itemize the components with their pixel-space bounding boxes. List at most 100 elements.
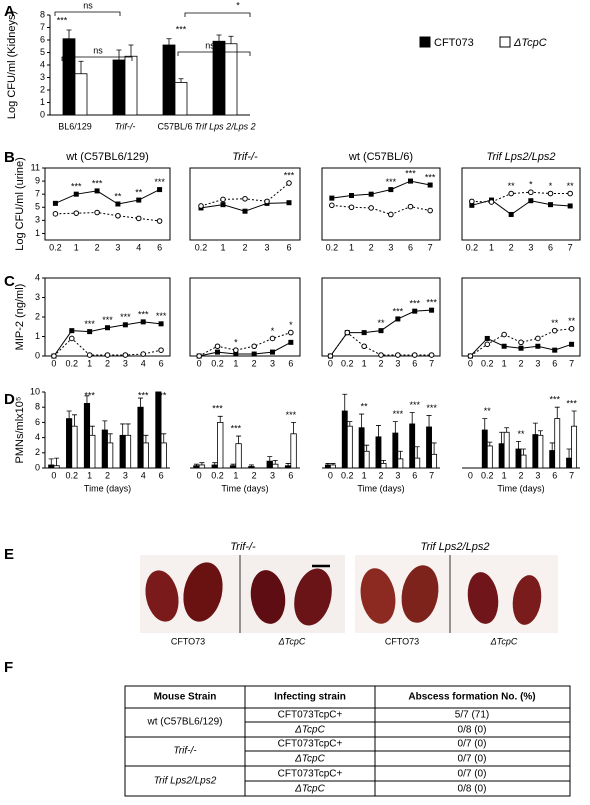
annotation: ns xyxy=(93,45,103,55)
x-tick-label: 0 xyxy=(328,358,333,368)
y-tick-label: 6 xyxy=(40,34,45,44)
significance: *** xyxy=(156,390,167,400)
x-tick-label: 4 xyxy=(141,358,146,368)
bar xyxy=(330,464,336,469)
y-tick-label: 0 xyxy=(35,350,40,360)
x-tick-label: 3 xyxy=(535,358,540,368)
significance: *** xyxy=(120,312,131,322)
marker xyxy=(73,210,80,216)
bar xyxy=(160,442,167,469)
error-bar xyxy=(566,448,572,459)
x-tick-label: 1 xyxy=(74,242,79,252)
bar xyxy=(414,457,421,469)
marker xyxy=(220,196,226,203)
marker xyxy=(156,218,163,224)
significance: ** xyxy=(135,187,143,197)
marker xyxy=(408,178,413,184)
y-tick-label: 4 xyxy=(35,272,40,282)
error-bar xyxy=(381,460,387,464)
bar xyxy=(481,429,488,469)
error-bar xyxy=(84,395,90,404)
panel-label: A xyxy=(4,3,15,20)
kidney xyxy=(183,562,223,622)
marker xyxy=(264,198,270,205)
table-cell: ΔTcpC xyxy=(294,725,325,736)
x-axis-label: Time (days) xyxy=(84,483,131,493)
significance: *** xyxy=(409,400,420,410)
significance: *** xyxy=(566,398,577,408)
x-tick-label: 3 xyxy=(123,358,128,368)
error-bar xyxy=(212,462,218,465)
error-bar xyxy=(178,78,184,83)
marker xyxy=(518,345,524,351)
bar xyxy=(83,402,91,469)
y-tick-label: 1 xyxy=(35,228,40,238)
photo xyxy=(450,555,558,633)
x-tick-label: 1 xyxy=(87,358,92,368)
error-bar xyxy=(217,415,223,423)
x-axis-label: Time (days) xyxy=(221,483,268,493)
x-tick-label: 7 xyxy=(429,470,434,480)
error-bar xyxy=(125,423,131,436)
x-tick-label: 2 xyxy=(518,358,523,368)
plot-frame xyxy=(461,277,581,357)
error-bar xyxy=(48,458,54,465)
marker xyxy=(158,321,164,327)
kidney xyxy=(512,575,542,625)
x-tick-label: 1 xyxy=(502,470,507,480)
series-line xyxy=(331,180,431,199)
kidney xyxy=(250,570,286,624)
error-bar xyxy=(78,60,84,74)
plot-frame xyxy=(461,167,581,241)
bar xyxy=(515,448,522,469)
bar xyxy=(266,460,273,469)
marker xyxy=(518,339,524,346)
y-tick-label: 5 xyxy=(35,202,40,212)
marker xyxy=(407,203,414,210)
error-bar xyxy=(487,441,493,446)
bar xyxy=(486,445,493,469)
significance: *** xyxy=(393,409,404,419)
marker xyxy=(104,352,111,358)
bar xyxy=(235,443,242,469)
marker xyxy=(501,343,507,349)
marker xyxy=(569,341,575,347)
marker xyxy=(94,209,100,216)
bar xyxy=(248,466,255,469)
series-line xyxy=(200,182,290,207)
x-tick-label: 0.2 xyxy=(195,242,208,252)
x-tick-label: 6 xyxy=(157,242,162,252)
series-line xyxy=(471,191,571,203)
significance: ** xyxy=(567,181,575,191)
significance: *** xyxy=(386,177,397,187)
series-line xyxy=(199,341,292,357)
marker xyxy=(233,351,239,357)
marker xyxy=(86,352,93,358)
significance: *** xyxy=(71,182,82,192)
y-tick-label: 9 xyxy=(35,175,40,185)
marker xyxy=(548,202,553,208)
bar xyxy=(137,406,144,469)
x-tick-label: 0.2 xyxy=(211,358,224,368)
bar xyxy=(66,418,73,469)
marker xyxy=(286,200,292,206)
marker xyxy=(395,352,401,358)
error-bar xyxy=(342,393,348,411)
x-tick-label: 7 xyxy=(568,242,573,252)
error-bar xyxy=(248,464,254,467)
bracket xyxy=(54,11,121,16)
y-tick-label: 5 xyxy=(40,47,45,57)
x-tick-label: 3 xyxy=(115,242,120,252)
x-tick-label: 6 xyxy=(552,470,557,480)
x-tick-label: 2 xyxy=(369,242,374,252)
x-tick-label: C57BL/6 xyxy=(157,121,192,131)
marker xyxy=(361,343,367,350)
marker xyxy=(467,353,474,359)
significance: *** xyxy=(138,390,149,400)
chart-title: wt (C57BL6/129) xyxy=(65,151,149,163)
y-axis-label: PMNs/mlx10⁵ xyxy=(14,397,26,464)
significance: *** xyxy=(425,172,436,182)
x-tick-label: 2 xyxy=(242,242,247,252)
marker xyxy=(528,189,534,196)
error-bar xyxy=(66,410,72,419)
